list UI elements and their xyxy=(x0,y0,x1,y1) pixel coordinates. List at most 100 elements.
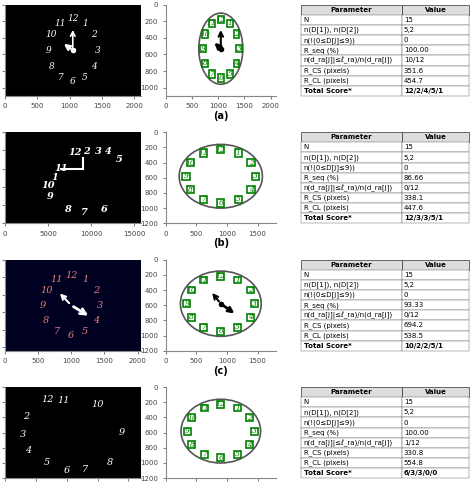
Text: 9: 9 xyxy=(119,428,126,437)
Text: 4: 4 xyxy=(93,316,99,325)
Text: 2: 2 xyxy=(91,30,97,39)
Text: 12: 12 xyxy=(42,395,55,404)
Text: 8: 8 xyxy=(189,313,194,321)
Text: 4: 4 xyxy=(247,440,252,449)
Bar xyxy=(234,30,239,38)
Text: 2: 2 xyxy=(93,285,99,295)
Bar xyxy=(188,441,195,448)
Bar xyxy=(217,273,224,280)
Bar xyxy=(234,324,241,331)
Bar xyxy=(200,149,207,156)
Text: 3: 3 xyxy=(94,46,100,55)
Bar xyxy=(234,59,239,67)
Bar xyxy=(252,172,259,180)
X-axis label: (a): (a) xyxy=(213,111,228,121)
Bar xyxy=(209,70,215,78)
Text: 1: 1 xyxy=(236,149,241,157)
Text: 8: 8 xyxy=(64,205,70,214)
Text: 2: 2 xyxy=(247,414,252,422)
Text: 10: 10 xyxy=(187,286,196,294)
Bar xyxy=(227,20,233,27)
Text: 10: 10 xyxy=(46,30,57,39)
Text: 11: 11 xyxy=(51,275,63,284)
Text: 7: 7 xyxy=(82,465,88,473)
X-axis label: (b): (b) xyxy=(213,238,229,248)
Bar xyxy=(201,277,207,284)
X-axis label: (c): (c) xyxy=(213,366,228,376)
Text: 3: 3 xyxy=(97,301,103,310)
Bar xyxy=(188,414,195,421)
Text: 3: 3 xyxy=(237,45,241,53)
Text: 5: 5 xyxy=(236,196,241,203)
Text: 10: 10 xyxy=(187,414,197,422)
Bar xyxy=(234,405,241,412)
Text: 4: 4 xyxy=(91,61,97,71)
Text: 6: 6 xyxy=(68,331,74,340)
Text: 7: 7 xyxy=(201,196,206,203)
Text: 4: 4 xyxy=(25,446,31,455)
Text: 11: 11 xyxy=(54,164,68,173)
Text: 2: 2 xyxy=(249,159,254,167)
Bar xyxy=(217,146,225,153)
Text: 8: 8 xyxy=(188,185,193,194)
Text: 8: 8 xyxy=(43,316,49,325)
Text: 7: 7 xyxy=(58,73,64,82)
Text: 4: 4 xyxy=(249,185,254,194)
Text: 11: 11 xyxy=(55,19,66,28)
Text: 6: 6 xyxy=(219,74,223,82)
Text: 5: 5 xyxy=(116,156,122,164)
Bar xyxy=(246,314,254,321)
Bar xyxy=(251,300,258,307)
Text: 5: 5 xyxy=(82,327,89,336)
Text: 7: 7 xyxy=(54,327,60,336)
Text: 10: 10 xyxy=(186,159,195,167)
Bar xyxy=(234,451,241,458)
Text: 11: 11 xyxy=(199,404,209,412)
Text: 10: 10 xyxy=(40,285,53,295)
Text: 8: 8 xyxy=(48,61,55,71)
Bar xyxy=(218,16,224,23)
Text: 3: 3 xyxy=(95,147,101,156)
Text: 9: 9 xyxy=(184,300,189,308)
Bar xyxy=(183,300,191,307)
Text: 9: 9 xyxy=(46,46,51,55)
Text: 4: 4 xyxy=(234,59,239,67)
Text: 6: 6 xyxy=(219,454,223,462)
Text: 7: 7 xyxy=(201,450,207,458)
Text: 9: 9 xyxy=(39,301,46,310)
Bar xyxy=(236,45,242,53)
Bar xyxy=(246,414,253,421)
Bar xyxy=(227,70,233,78)
Text: 7: 7 xyxy=(201,324,206,331)
Bar xyxy=(202,30,208,38)
Text: 1: 1 xyxy=(228,19,232,28)
Text: 5: 5 xyxy=(235,450,240,458)
Text: 2: 2 xyxy=(23,412,29,421)
Bar xyxy=(246,286,254,293)
Bar xyxy=(235,149,242,156)
Text: 2: 2 xyxy=(83,147,90,156)
Text: 8: 8 xyxy=(203,59,208,67)
Text: 3: 3 xyxy=(20,430,27,439)
Text: 12: 12 xyxy=(216,272,226,280)
Text: 2: 2 xyxy=(248,286,253,294)
Bar xyxy=(217,401,224,408)
Text: 9: 9 xyxy=(185,427,190,435)
Text: 11: 11 xyxy=(57,396,70,405)
Text: 6: 6 xyxy=(70,77,76,86)
Text: 5: 5 xyxy=(82,73,88,82)
Text: 10: 10 xyxy=(41,181,55,190)
Text: 10: 10 xyxy=(91,399,104,409)
Text: 8: 8 xyxy=(107,458,113,468)
Text: 12: 12 xyxy=(67,14,79,23)
Text: 6: 6 xyxy=(219,327,223,335)
Text: 4: 4 xyxy=(248,313,253,321)
Bar xyxy=(202,59,208,67)
Text: 3: 3 xyxy=(253,172,258,180)
Text: 6: 6 xyxy=(64,467,70,475)
Text: 11: 11 xyxy=(207,19,217,28)
Text: 1: 1 xyxy=(82,275,89,284)
Text: 12: 12 xyxy=(216,145,226,154)
Bar xyxy=(200,196,207,203)
Text: 9: 9 xyxy=(183,172,188,180)
